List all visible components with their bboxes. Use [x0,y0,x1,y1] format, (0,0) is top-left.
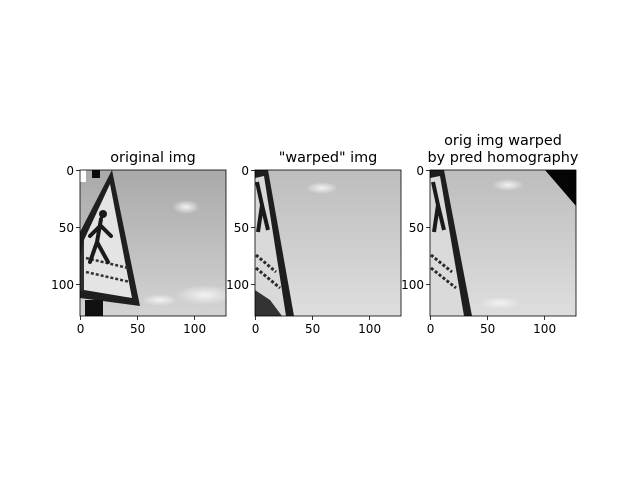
y-tick-label: 50 [234,221,249,235]
warped-image [255,170,401,316]
crossing-sign [430,170,472,316]
axes-labels: original img 0 50 100 0 50 100 "warped" img 0 50 1… [51,133,579,336]
panel-warped [254,169,402,317]
cloud [306,182,338,194]
x-tick-label: 100 [358,322,381,336]
panel-title: orig img warped [444,133,562,149]
y-tick-label: 100 [401,278,424,292]
x-tick-label: 100 [183,322,206,336]
x-tick-label: 50 [305,322,320,336]
x-tick-label: 50 [130,322,145,336]
x-tick-label: 0 [77,322,85,336]
x-tick-label: 50 [480,322,495,336]
y-tick-label: 0 [416,164,424,178]
x-tick-label: 100 [533,322,556,336]
warp-border-fill [545,170,576,206]
cloud [172,200,200,214]
pred-warped-image [430,170,576,316]
panel-pred-homography [429,169,577,317]
y-tick-label: 100 [51,278,74,292]
y-tick-label: 0 [66,164,74,178]
crossing-sign [255,170,294,316]
original-image [80,170,226,316]
panel-title: "warped" img [279,150,378,166]
cloud [492,179,524,191]
y-tick-label: 50 [59,221,74,235]
cloud [142,294,178,306]
cloud [175,285,226,305]
y-tick-label: 100 [226,278,249,292]
x-tick-label: 0 [252,322,260,336]
x-tick-label: 0 [427,322,435,336]
panel-original [79,169,227,317]
y-tick-label: 0 [241,164,249,178]
panel-title: original img [110,150,196,166]
y-tick-label: 50 [409,221,424,235]
crossing-sign [80,170,140,306]
panel-title: by pred homography [428,150,579,166]
cloud [480,297,520,309]
